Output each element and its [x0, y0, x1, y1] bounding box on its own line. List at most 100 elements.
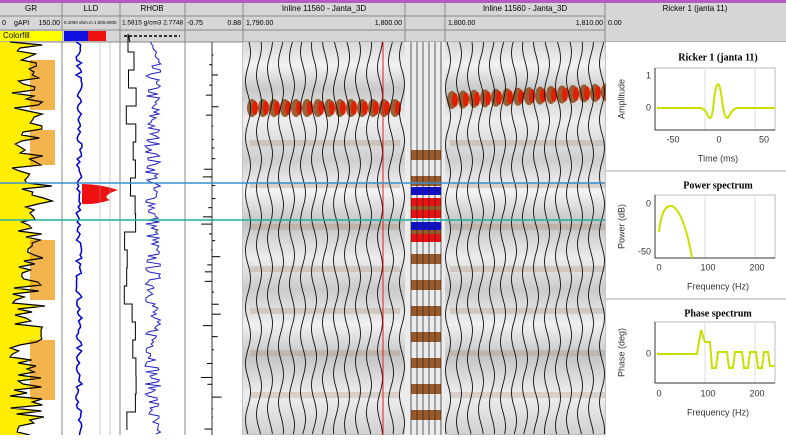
- synthetic-band: [411, 210, 441, 218]
- x-tick-label: -50: [666, 134, 679, 144]
- trace: [533, 41, 539, 435]
- event-red: [573, 86, 579, 101]
- trough: [450, 308, 605, 314]
- legend-fill: [0, 31, 62, 41]
- event-red: [252, 101, 258, 115]
- panels: Ricker 1 (janta 11) 1 0 -50 0 50 Time (ms) Ampl…: [606, 52, 786, 417]
- panel-title: Phase spectrum: [684, 308, 752, 319]
- scale-min: 1,790.00: [246, 20, 273, 27]
- gr-patch: [30, 340, 55, 400]
- y-tick-label: 0: [646, 348, 651, 358]
- synthetic-band: [411, 384, 441, 394]
- trace: [256, 41, 262, 435]
- power-curve: [658, 204, 693, 259]
- x-tick-label: 100: [700, 388, 715, 398]
- legend-fill: [64, 31, 88, 41]
- trough: [450, 140, 605, 146]
- trough: [450, 392, 605, 398]
- scale-max: 0.88: [227, 20, 241, 27]
- plot-frame: [654, 194, 776, 259]
- synthetic-band: [411, 228, 441, 238]
- trough: [250, 140, 400, 146]
- trace: [366, 41, 372, 435]
- seismic-title: Inline 11560 - Janta_3D: [282, 4, 367, 13]
- x-tick-label: 0: [716, 134, 721, 144]
- event-red: [562, 87, 568, 102]
- x-tick-label: 100: [700, 262, 715, 272]
- synthetic-band: [411, 306, 441, 316]
- trough: [450, 266, 605, 272]
- trace: [245, 41, 251, 435]
- legend-label: Colorfill: [3, 31, 30, 40]
- scale-max: 150.00: [39, 20, 61, 27]
- trough: [450, 224, 605, 230]
- trace: [599, 41, 605, 435]
- trough: [250, 182, 400, 188]
- x-axis-label: Frequency (Hz): [687, 281, 749, 291]
- x-axis-label: Frequency (Hz): [687, 407, 749, 417]
- wavelet-title: Ricker 1 (janta 11): [663, 4, 728, 13]
- trace: [467, 41, 473, 435]
- synthetic-band: [411, 234, 441, 242]
- rhob-step: [123, 33, 137, 430]
- trough: [250, 266, 400, 272]
- synthetic-band: [411, 202, 441, 212]
- track-title: RHOB: [140, 4, 163, 13]
- trace: [445, 41, 451, 435]
- event-red: [595, 85, 601, 100]
- trace: [555, 41, 561, 435]
- event-red: [274, 101, 280, 115]
- trace: [267, 41, 273, 435]
- event-red: [340, 101, 346, 115]
- trace: [489, 41, 495, 435]
- trace: [289, 41, 295, 435]
- trace: [500, 41, 506, 435]
- event-red: [452, 93, 458, 107]
- trace: [355, 41, 361, 435]
- panel-title: Power spectrum: [683, 180, 753, 191]
- event-red: [373, 101, 379, 115]
- trace: [566, 41, 572, 435]
- scale-range: 1.5815 g/cm3 2.7748: [122, 20, 183, 27]
- synthetic-band: [411, 176, 441, 186]
- x-tick-label: 50: [759, 134, 769, 144]
- gr-fill: [0, 42, 53, 435]
- synthetic-band: [411, 187, 441, 195]
- trace: [300, 41, 306, 435]
- event-red: [485, 91, 491, 106]
- event-red: [384, 101, 390, 115]
- trace: [511, 41, 517, 435]
- event-red: [329, 101, 335, 115]
- y-tick-label: 1: [646, 70, 651, 80]
- event-red: [318, 101, 324, 115]
- synthetic-band: [411, 410, 441, 420]
- trace: [322, 41, 328, 435]
- x-axis-label: Time (ms): [698, 153, 738, 163]
- trace: [344, 41, 350, 435]
- panel-title: Ricker 1 (janta 11): [678, 52, 758, 63]
- scale-max: 1,800.00: [375, 20, 402, 27]
- scale-min: 1,800.00: [448, 20, 475, 27]
- trace: [399, 41, 405, 435]
- x-tick-label: 200: [749, 262, 764, 272]
- trace: [377, 41, 383, 435]
- event-red: [351, 101, 357, 115]
- phase-curve: [657, 329, 775, 369]
- track-title: LLD: [84, 4, 99, 13]
- trough: [450, 350, 605, 356]
- x-tick-label: 0: [656, 262, 661, 272]
- scale-min: -0.75: [187, 20, 203, 27]
- event-red: [263, 101, 269, 115]
- event-red: [584, 86, 590, 101]
- rhob-curve: [143, 41, 162, 435]
- event-red: [362, 101, 368, 115]
- trace: [333, 41, 339, 435]
- scale-max: 1,810.00: [576, 20, 603, 27]
- gr-curve: [8, 41, 55, 436]
- trough: [250, 308, 400, 314]
- synthetic-band: [411, 254, 441, 264]
- x-tick-label: 0: [656, 388, 661, 398]
- trace: [311, 41, 317, 435]
